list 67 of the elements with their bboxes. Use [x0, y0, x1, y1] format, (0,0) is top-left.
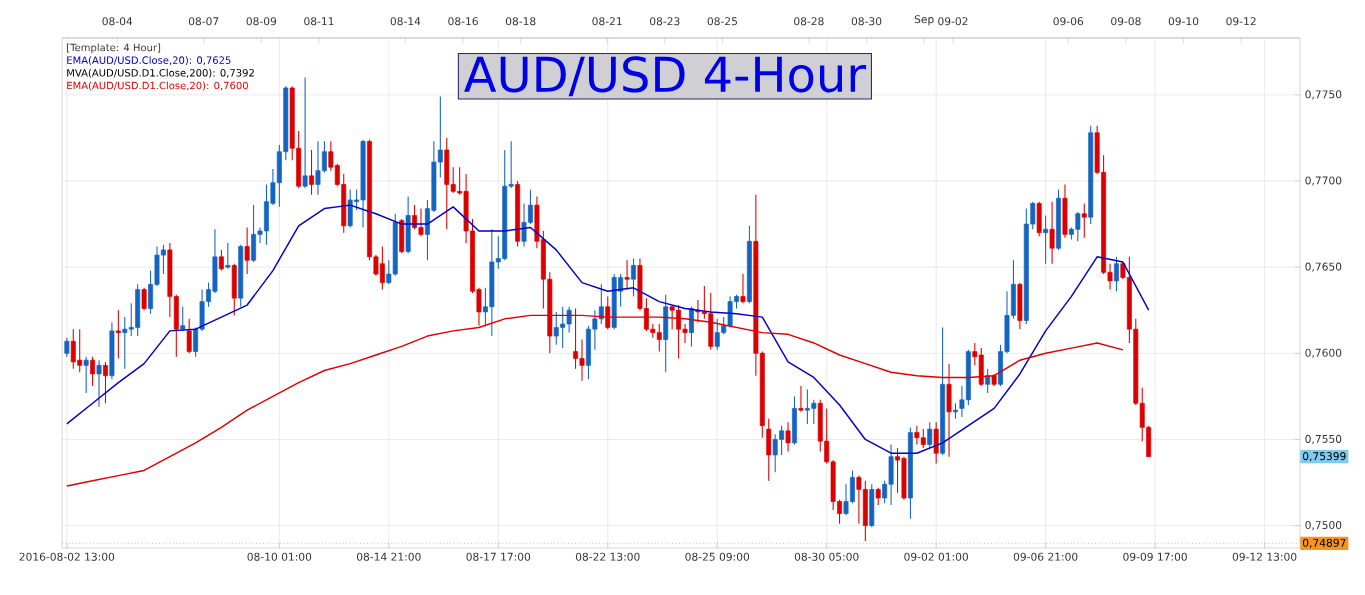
- x-tick-label: 08-17 17:00: [466, 552, 531, 561]
- x-tick-label: 09-02 01:00: [904, 552, 968, 561]
- y-tick-label: 0,7750: [1305, 90, 1342, 100]
- candlestick: [180, 306, 186, 332]
- candlestick: [1049, 201, 1055, 265]
- x2-tick-label: 09-02: [938, 17, 968, 26]
- candlestick: [115, 309, 121, 359]
- candlestick: [103, 361, 108, 404]
- candlestick: [624, 259, 630, 291]
- x2-tick-label: 08-21: [592, 17, 622, 26]
- candlestick: [218, 249, 224, 272]
- x2-tick-label: 08-28: [794, 17, 824, 26]
- x-tick-label: 08-30 05:00: [794, 552, 859, 561]
- candlestick: [90, 356, 96, 387]
- text: 0,75399: [1302, 452, 1346, 462]
- y-tick-label: 0,7650: [1305, 262, 1342, 272]
- candlestick: [83, 356, 89, 394]
- text: EMA(AUD/USD.D1.Close,20): 0,7600: [67, 81, 248, 91]
- x2-tick-label: 08-23: [650, 17, 680, 26]
- text: EMA(AUD/USD.Close,20): 0,7625: [67, 56, 231, 66]
- candlestick: [186, 318, 192, 354]
- candlestick: [985, 368, 991, 394]
- candlestick: [96, 359, 102, 408]
- candlestick: [309, 149, 315, 196]
- candlestick: [631, 257, 636, 297]
- candlestick: [225, 242, 231, 270]
- x2-tick-label: 08-14: [390, 17, 421, 26]
- candlestick: [1081, 202, 1087, 239]
- candlestick: [64, 337, 70, 358]
- x2-tick-label: 09-10: [1168, 17, 1199, 26]
- x2-tick-label: 08-16: [448, 17, 478, 26]
- candlestick: [302, 77, 308, 189]
- candlestick: [1043, 214, 1049, 265]
- x-tick-label: 2016-08-02 13:00: [19, 552, 115, 561]
- y-tick-label: 0,7600: [1305, 348, 1342, 358]
- x-tick-label: 09-12 13:00: [1232, 552, 1297, 561]
- x2-tick-label: 08-11: [304, 17, 334, 26]
- x2-tick-label: 09-06: [1053, 17, 1084, 26]
- x2-tick-label: Sep: [914, 15, 934, 26]
- x-tick-label: 09-06 21:00: [1013, 552, 1078, 561]
- x-tick-label: 09-09 17:00: [1123, 552, 1187, 561]
- y-tick-label: 0,7550: [1305, 434, 1342, 445]
- legend-title: [Template: 4 Hour]: [67, 43, 161, 54]
- x-tick-label: 08-22 13:00: [575, 552, 640, 561]
- candlestick: [798, 385, 804, 413]
- x-tick-label: 08-14 21:00: [356, 552, 421, 561]
- candlestick: [785, 421, 791, 453]
- y-tick-label: 0,7700: [1305, 176, 1342, 186]
- x2-tick-label: 08-30: [851, 17, 882, 26]
- x-tick-label: 08-25 09:00: [685, 552, 750, 561]
- candlestick: [141, 287, 147, 311]
- x-tick-label: 08-10 01:00: [247, 552, 312, 561]
- candlestick: [1114, 256, 1119, 292]
- x2-tick-label: 08-07: [188, 17, 219, 26]
- x2-tick-label: 09-12: [1226, 17, 1256, 26]
- candlestick: [927, 421, 933, 449]
- chart-title: AUD/USD 4-Hour: [464, 56, 867, 97]
- x2-tick-label: 08-25: [707, 17, 737, 26]
- x2-tick-label: 08-04: [102, 17, 133, 26]
- ref-line-label: 0,74897: [1302, 538, 1346, 548]
- x2-tick-label: 08-18: [505, 17, 536, 26]
- x2-tick-label: 08-09: [246, 17, 277, 26]
- annotation: MVA(AUD/USD.D1.Close,200): 0,7392: [67, 68, 254, 78]
- x2-tick-label: 09-08: [1111, 17, 1141, 26]
- candlestick: [740, 273, 746, 304]
- candlestick: [244, 226, 250, 275]
- y-tick-label: 0,7500: [1305, 521, 1342, 531]
